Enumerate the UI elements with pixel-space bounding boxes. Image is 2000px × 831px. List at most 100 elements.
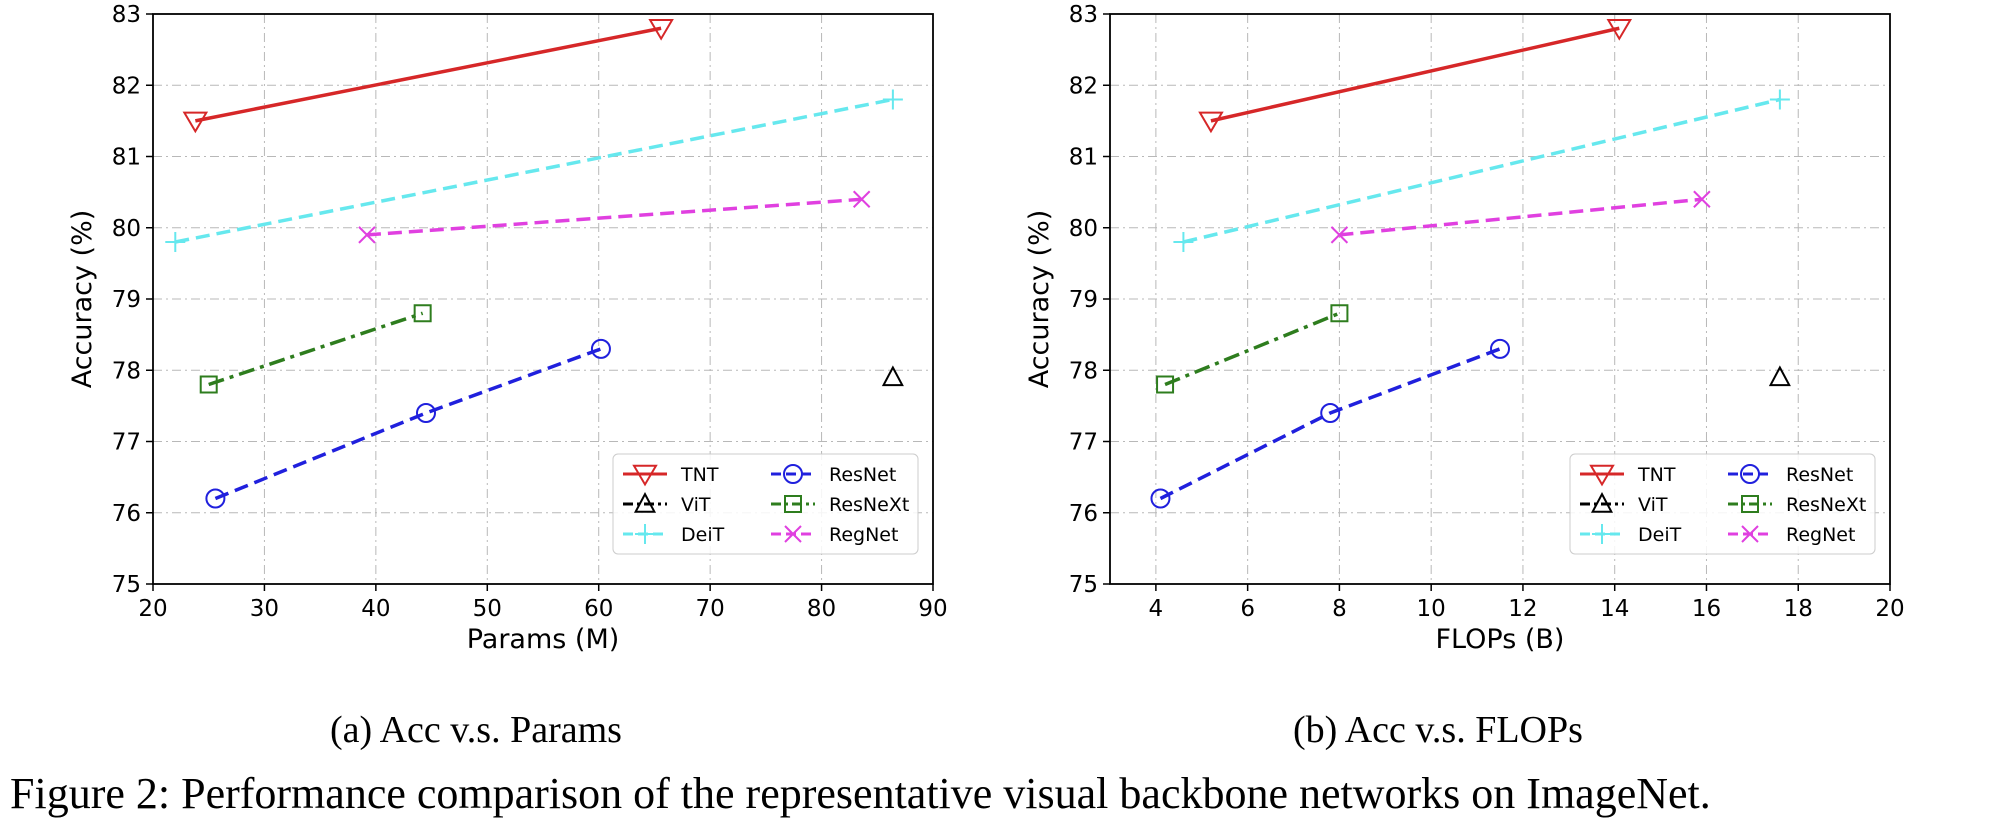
x-tick-label: 18: [1784, 596, 1813, 622]
x-tick-label: 8: [1332, 596, 1347, 622]
legend-label: RegNet: [829, 524, 898, 546]
subcaption-a: (a) Acc v.s. Params: [330, 709, 622, 751]
y-tick-label: 77: [1069, 430, 1098, 456]
y-tick-label: 81: [112, 145, 141, 171]
legend-label: DeiT: [1638, 524, 1682, 546]
legend-label: TNT: [1637, 464, 1676, 486]
x-tick-label: 4: [1149, 596, 1164, 622]
series-tnt: [182, 19, 674, 134]
data-point-resnext: [413, 304, 432, 323]
legend-entry-tnt: TNT: [1580, 464, 1676, 487]
series-line-deit: [174, 97, 894, 244]
y-tick-label: 79: [112, 287, 141, 313]
x-tick-label: 12: [1508, 596, 1537, 622]
subcaption-b: (b) Acc v.s. FLOPs: [1293, 709, 1583, 751]
data-point-deit: [165, 232, 186, 252]
data-point-deit: [1173, 232, 1194, 252]
x-tick-label: 80: [807, 596, 836, 622]
x-tick-label: 20: [138, 596, 167, 622]
x-tick-label: 60: [584, 596, 613, 622]
legend-label: ResNeXt: [1786, 494, 1866, 516]
legend-box: [1569, 453, 1876, 555]
x-tick-label: 20: [1875, 596, 1904, 622]
legend-marker-deit: [635, 524, 655, 544]
series-vit: [881, 365, 904, 387]
legend-entry-resnet: ResNet: [1728, 464, 1853, 486]
x-tick-label: 6: [1240, 596, 1255, 622]
y-tick-label: 79: [1069, 287, 1098, 313]
legend-entry-deit: DeiT: [623, 524, 725, 546]
legend-entry-resnet: ResNet: [771, 464, 896, 486]
data-point-regnet: [852, 190, 871, 208]
y-axis-label: Accuracy (%): [67, 210, 98, 389]
legend-label: ViT: [1638, 494, 1668, 516]
legend-marker-vit: [1590, 491, 1614, 513]
data-point-deit: [882, 89, 903, 110]
legend-entry-regnet: RegNet: [771, 524, 898, 546]
legend-entry-tnt: TNT: [623, 464, 719, 487]
series-deit: [165, 89, 903, 252]
x-axis-label: FLOPs (B): [1436, 624, 1565, 655]
y-tick-label: 78: [112, 358, 141, 384]
data-point-regnet: [1693, 190, 1711, 208]
series-regnet: [1330, 190, 1711, 244]
legend-label: DeiT: [681, 524, 725, 546]
series-deit: [1173, 89, 1790, 252]
y-tick-label: 83: [112, 2, 141, 28]
data-point-resnet: [205, 488, 226, 509]
data-point-tnt: [182, 111, 209, 134]
data-point-resnet: [416, 403, 436, 423]
x-tick-label: 16: [1692, 596, 1721, 622]
x-tick-label: 40: [361, 596, 390, 622]
legend-entry-deit: DeiT: [1580, 524, 1682, 546]
legend-label: RegNet: [1786, 524, 1855, 546]
data-point-resnet: [590, 338, 611, 359]
series-line-regnet: [1339, 197, 1703, 237]
data-point-resnet: [1320, 403, 1341, 423]
data-point-vit: [1768, 365, 1791, 387]
y-tick-label: 77: [112, 430, 141, 456]
data-point-regnet: [358, 226, 376, 244]
y-tick-label: 82: [1069, 73, 1098, 99]
legend-marker-resnext: [1741, 495, 1759, 513]
x-tick-label: 50: [473, 596, 502, 622]
y-tick-label: 81: [1069, 145, 1098, 171]
legend-marker-resnet: [1740, 464, 1760, 484]
series-line-resnext: [208, 311, 424, 387]
legend-label: ResNet: [1786, 464, 1853, 486]
series-line-tnt: [1210, 26, 1620, 123]
data-point-resnext: [1330, 304, 1349, 323]
x-tick-label: 30: [250, 596, 279, 622]
series-regnet: [358, 190, 871, 244]
y-tick-label: 75: [112, 572, 141, 598]
series-resnet: [205, 338, 611, 509]
x-tick-label: 90: [918, 596, 947, 622]
data-point-tnt: [1198, 111, 1224, 134]
legend-marker-vit: [633, 491, 657, 513]
series-line-regnet: [366, 197, 862, 237]
legend-marker-resnet: [783, 464, 803, 484]
legend-entry-resnext: ResNeXt: [1728, 494, 1866, 516]
data-point-resnext: [199, 375, 218, 394]
y-axis-label: Accuracy (%): [1024, 210, 1055, 389]
legend-marker-resnext: [784, 495, 802, 513]
y-tick-label: 83: [1069, 2, 1098, 28]
data-point-tnt: [1606, 19, 1633, 41]
legend-marker-regnet: [1741, 525, 1759, 543]
legend-entry-regnet: RegNet: [1728, 524, 1855, 546]
x-tick-label: 70: [696, 596, 725, 622]
legend-entry-vit: ViT: [623, 491, 711, 516]
legend-entry-vit: ViT: [1580, 491, 1668, 516]
legend-marker-deit: [1592, 524, 1612, 544]
y-tick-label: 80: [1069, 216, 1098, 242]
series-resnet: [1150, 338, 1510, 509]
series-line-deit: [1183, 97, 1781, 244]
legend-marker-tnt: [1589, 464, 1615, 487]
series-vit: [1768, 365, 1791, 387]
y-tick-label: 75: [1069, 572, 1098, 598]
y-tick-label: 76: [112, 501, 141, 527]
series-tnt: [1198, 19, 1633, 134]
series-line-tnt: [195, 26, 662, 123]
legend-box: [612, 453, 919, 555]
